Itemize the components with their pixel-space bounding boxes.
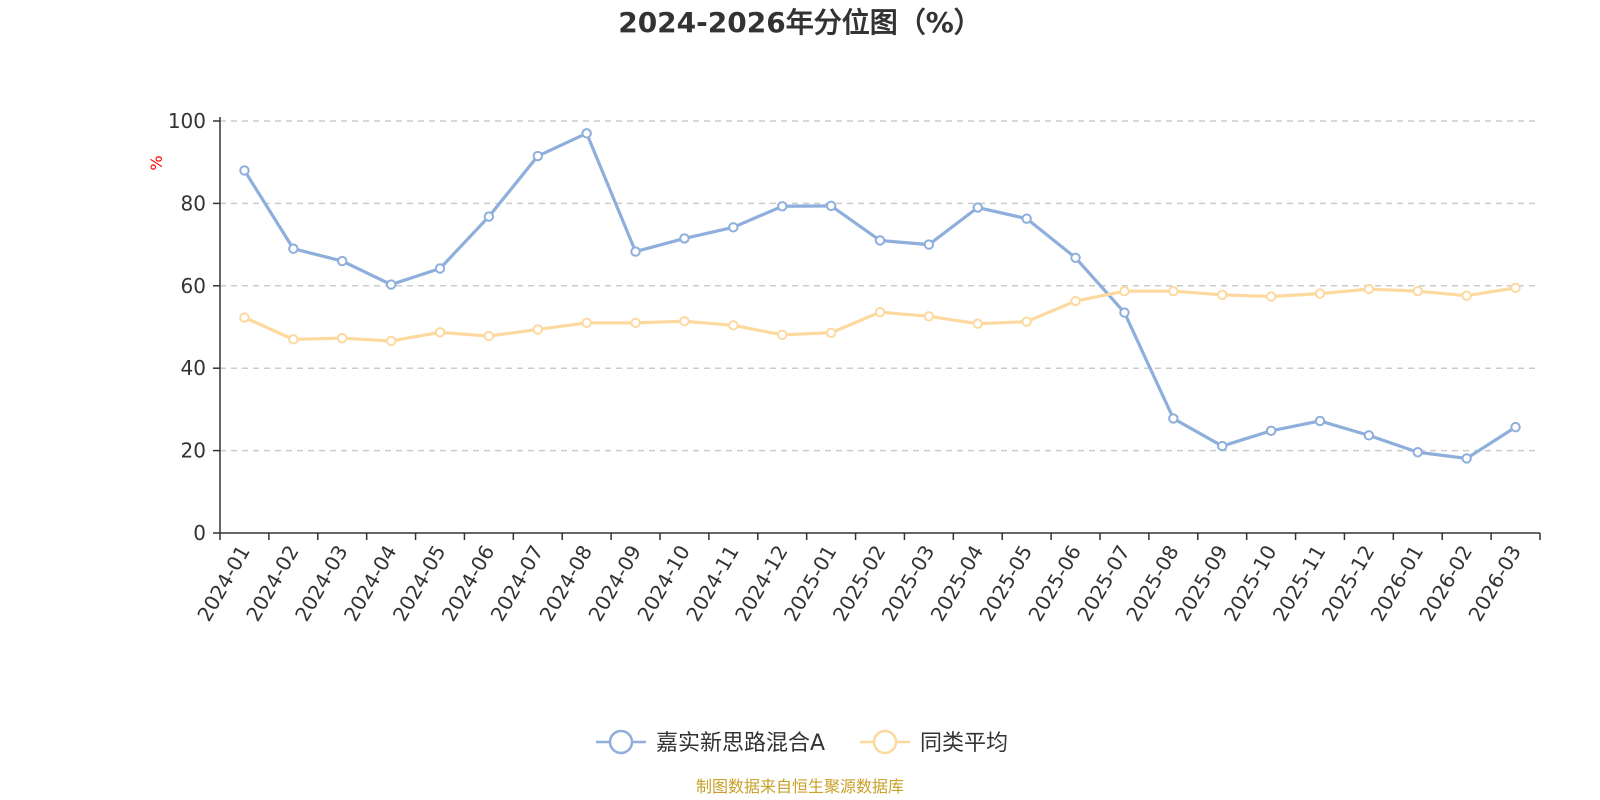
data-point[interactable] xyxy=(777,329,788,341)
data-point[interactable] xyxy=(288,243,299,254)
legend-circle-icon xyxy=(872,729,898,755)
data-point[interactable] xyxy=(532,150,543,162)
data-point[interactable] xyxy=(581,128,592,139)
data-point[interactable] xyxy=(1021,213,1032,224)
data-point[interactable] xyxy=(923,311,935,322)
data-point[interactable] xyxy=(1021,316,1032,327)
data-point[interactable] xyxy=(825,200,837,212)
data-point[interactable] xyxy=(1314,288,1326,299)
legend[interactable]: 嘉实新思路混合A 同类平均 xyxy=(596,729,1008,756)
data-point[interactable] xyxy=(239,312,250,323)
series-0 xyxy=(239,128,1521,464)
data-point[interactable] xyxy=(1070,295,1081,307)
data-point[interactable] xyxy=(679,233,690,244)
data-point[interactable] xyxy=(728,320,739,331)
y-tick-label: 100 xyxy=(168,109,206,133)
y-tick-label: 20 xyxy=(181,439,206,463)
data-point[interactable] xyxy=(1217,289,1228,301)
series-line xyxy=(243,131,1517,461)
data-point[interactable] xyxy=(337,332,348,344)
data-point[interactable] xyxy=(483,330,495,342)
data-point[interactable] xyxy=(972,202,983,213)
legend-item-0[interactable]: 嘉实新思路混合A xyxy=(596,729,825,756)
data-point[interactable] xyxy=(483,211,495,222)
data-point[interactable] xyxy=(1265,425,1277,437)
data-point[interactable] xyxy=(385,335,397,347)
data-point[interactable] xyxy=(630,246,641,257)
data-point[interactable] xyxy=(630,317,641,329)
chart-title: 2024-2026年分位图（%） xyxy=(618,6,982,39)
legend-item-1[interactable]: 同类平均 xyxy=(860,729,1008,756)
data-point[interactable] xyxy=(679,316,690,327)
series-lines xyxy=(239,128,1521,464)
data-point[interactable] xyxy=(1168,413,1179,424)
data-point[interactable] xyxy=(532,324,543,335)
legend-circle-icon xyxy=(608,729,634,755)
data-point[interactable] xyxy=(337,255,348,267)
data-point[interactable] xyxy=(434,327,446,338)
data-point[interactable] xyxy=(1314,415,1326,427)
data-point[interactable] xyxy=(972,318,983,329)
y-tick-label: 0 xyxy=(193,521,206,545)
data-point[interactable] xyxy=(777,201,788,212)
data-point[interactable] xyxy=(288,334,299,345)
data-point[interactable] xyxy=(1217,440,1228,452)
data-point[interactable] xyxy=(1070,252,1081,263)
legend-label: 同类平均 xyxy=(920,731,1008,756)
data-point[interactable] xyxy=(1412,447,1423,458)
y-tick-label: 60 xyxy=(181,274,206,298)
data-point[interactable] xyxy=(1510,282,1521,294)
y-tick-label: 80 xyxy=(181,191,206,215)
data-point[interactable] xyxy=(825,327,837,338)
data-point[interactable] xyxy=(1510,421,1521,433)
data-point[interactable] xyxy=(1265,291,1277,302)
data-source-note: 制图数据来自恒生聚源数据库 xyxy=(696,777,904,796)
y-unit-label: % xyxy=(147,155,166,170)
axes: 0204060801002024-012024-022024-032024-04… xyxy=(168,109,1541,625)
data-point[interactable] xyxy=(728,222,739,233)
data-point[interactable] xyxy=(1119,307,1130,318)
data-point[interactable] xyxy=(434,263,446,274)
data-point[interactable] xyxy=(1168,285,1179,297)
data-point[interactable] xyxy=(239,165,250,176)
data-point[interactable] xyxy=(1461,453,1472,464)
data-point[interactable] xyxy=(1363,430,1375,441)
data-point[interactable] xyxy=(874,235,886,246)
data-point[interactable] xyxy=(1363,283,1375,295)
data-point[interactable] xyxy=(874,306,886,318)
y-tick-label: 40 xyxy=(181,356,206,380)
series-1 xyxy=(239,282,1521,347)
data-point[interactable] xyxy=(923,239,935,250)
data-point[interactable] xyxy=(581,317,592,329)
data-point[interactable] xyxy=(385,279,397,290)
data-point[interactable] xyxy=(1412,285,1423,297)
legend-label: 嘉实新思路混合A xyxy=(656,731,825,756)
grid-lines xyxy=(220,120,1540,452)
data-point[interactable] xyxy=(1119,285,1130,297)
data-point[interactable] xyxy=(1461,290,1472,301)
